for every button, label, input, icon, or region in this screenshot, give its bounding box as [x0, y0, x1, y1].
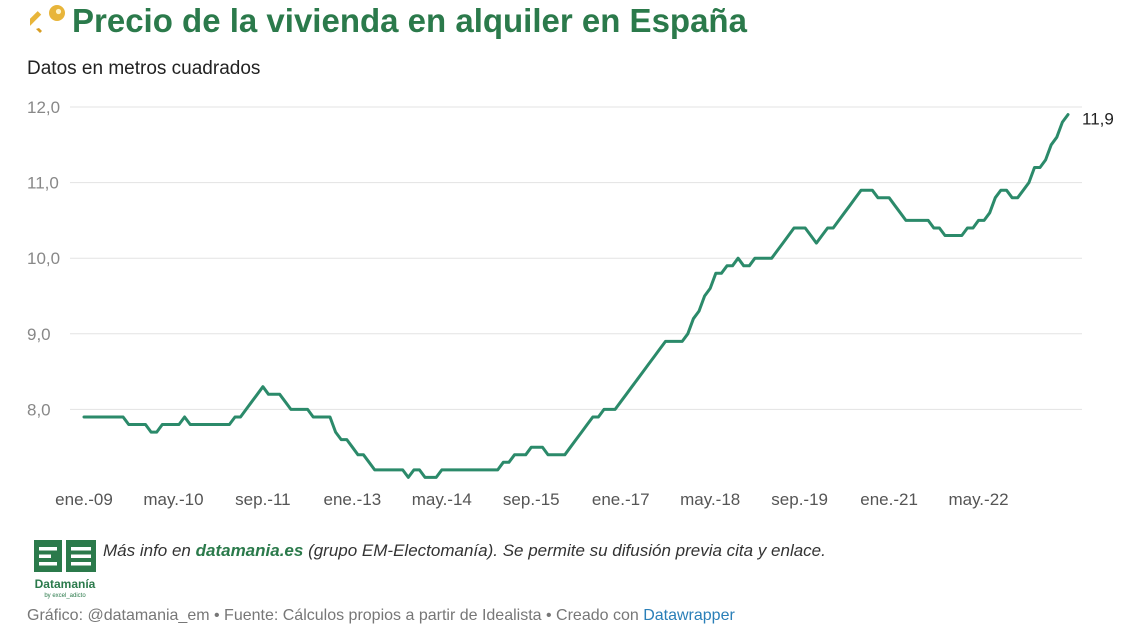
chart-subtitle: Datos en metros cuadrados — [27, 58, 261, 79]
info-note: Más info en datamania.es (grupo EM-Elect… — [103, 541, 826, 561]
title-text: Precio de la vivienda en alquiler en Esp… — [72, 2, 747, 39]
x-tick-label: ene.-17 — [592, 490, 650, 509]
x-tick-label: may.-14 — [412, 490, 472, 509]
x-tick-label: sep.-11 — [235, 490, 290, 509]
y-tick-label: 10,0 — [27, 249, 60, 268]
footer-credits: Gráfico: @datamania_em • Fuente: Cálculo… — [27, 607, 735, 625]
end-value-label: 11,9 — [1082, 110, 1114, 129]
logo-tagline: by excel_adicto — [44, 593, 86, 599]
logo-name: Datamanía — [35, 577, 96, 591]
note-suffix: (grupo EM-Electomanía). Se permite su di… — [303, 541, 826, 560]
x-tick-label: sep.-19 — [771, 490, 828, 509]
y-tick-label: 12,0 — [27, 98, 60, 117]
y-tick-label: 8,0 — [27, 400, 51, 419]
x-tick-label: ene.-09 — [55, 490, 113, 509]
x-tick-label: may.-18 — [680, 490, 740, 509]
chart-title: Precio de la vivienda en alquiler en Esp… — [30, 2, 747, 40]
line-chart: 8,0 9,0 10,0 11,0 12,0 ene.-09 may.-10 sep.-11 e… — [27, 98, 1114, 509]
y-tick-label: 11,0 — [27, 174, 59, 193]
y-tick-label: 9,0 — [27, 325, 51, 344]
footer-text: Gráfico: @datamania_em • Fuente: Cálculo… — [27, 607, 644, 624]
datawrapper-link[interactable]: Datawrapper — [643, 607, 735, 624]
datamania-logo: Datamanía by excel_adicto — [34, 540, 96, 599]
note-prefix: Más info en — [103, 541, 196, 560]
x-tick-label: ene.-13 — [324, 490, 382, 509]
x-tick-label: may.-10 — [143, 490, 203, 509]
x-tick-label: sep.-15 — [503, 490, 560, 509]
series-line — [82, 113, 1070, 479]
key-icon — [30, 5, 65, 33]
datamania-link[interactable]: datamania.es — [195, 541, 304, 560]
x-tick-label: may.-22 — [948, 490, 1008, 509]
x-tick-label: ene.-21 — [860, 490, 918, 509]
